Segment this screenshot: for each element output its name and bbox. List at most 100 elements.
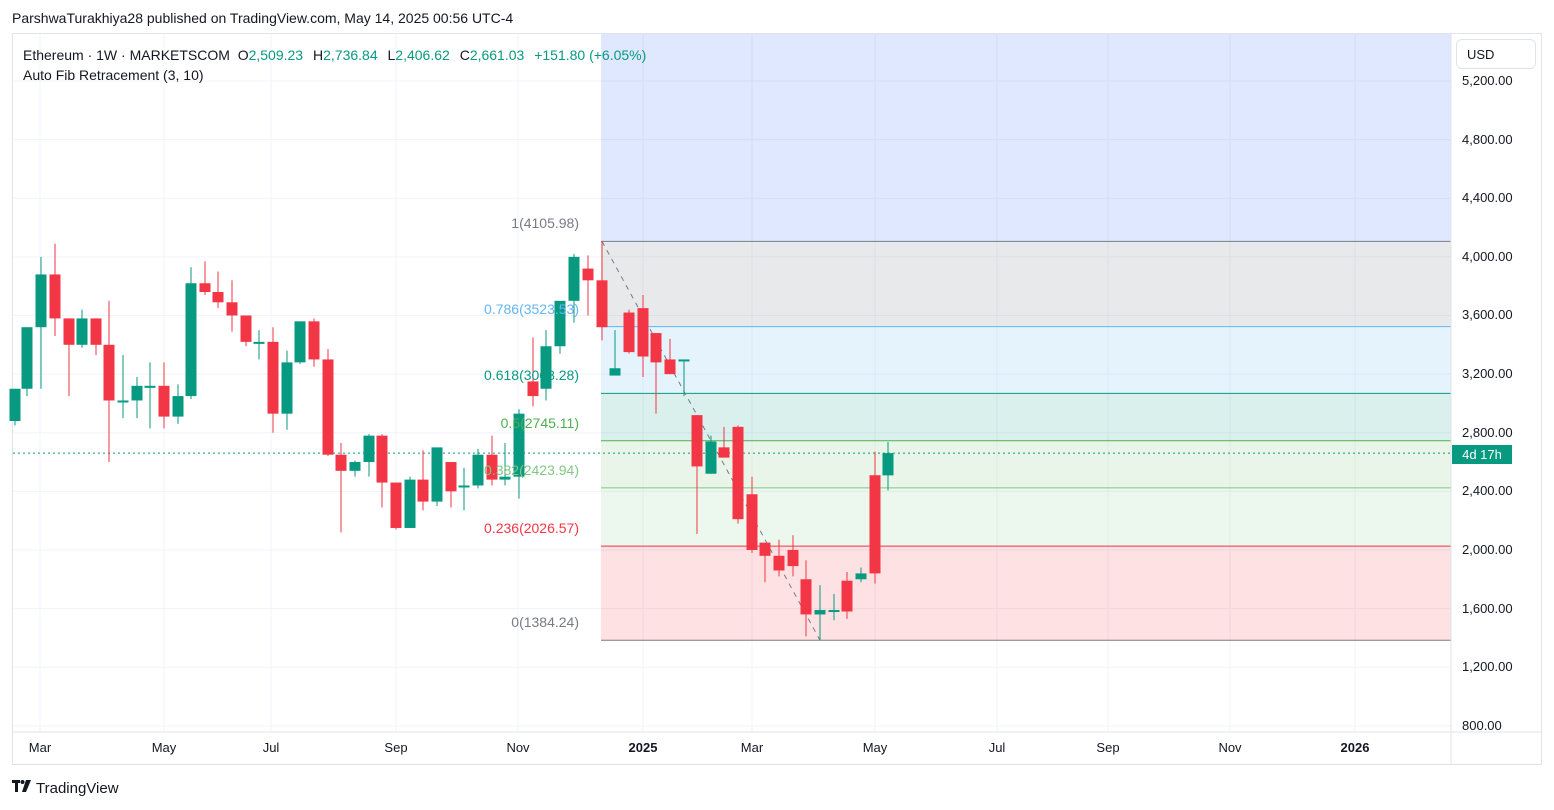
candle-down bbox=[376, 435, 388, 483]
candle-up bbox=[678, 359, 690, 362]
candle-up bbox=[131, 385, 143, 401]
time-tick-label: May bbox=[151, 740, 177, 755]
candle-up bbox=[609, 368, 621, 376]
candle-up bbox=[513, 413, 525, 477]
candle-up bbox=[568, 256, 580, 301]
price-tick-label: 3,600.00 bbox=[1462, 307, 1513, 323]
candle-down bbox=[90, 318, 102, 345]
candle-down bbox=[664, 359, 676, 375]
price-tick-label: 800.00 bbox=[1462, 717, 1502, 733]
candle-up bbox=[431, 447, 443, 502]
fib-zone bbox=[601, 326, 1451, 394]
candle-down bbox=[650, 333, 662, 363]
fib-level-label: 0(1384.24) bbox=[511, 614, 579, 631]
candle-up bbox=[855, 573, 867, 580]
close-value: 2,661.03 bbox=[469, 47, 525, 63]
candle-down bbox=[267, 341, 279, 414]
price-tick-label: 5,200.00 bbox=[1462, 73, 1513, 88]
candle-down bbox=[759, 542, 771, 556]
time-tick-label: Mar bbox=[28, 740, 52, 755]
tradingview-logo[interactable]: TradingView bbox=[12, 779, 119, 797]
price-tick-label: 4,400.00 bbox=[1462, 190, 1513, 206]
candle-down bbox=[637, 308, 649, 357]
candle-up bbox=[294, 321, 306, 363]
price-tick-label: 4,800.00 bbox=[1462, 131, 1513, 147]
open-value: 2,509.23 bbox=[248, 47, 304, 63]
fib-level-label: 0.236(2026.57) bbox=[484, 520, 579, 537]
candle-down bbox=[199, 283, 211, 293]
candle-up bbox=[9, 388, 21, 421]
ohlc-row: Ethereum · 1W · MARKETSCOM O2,509.23 H2,… bbox=[23, 47, 647, 63]
low-value: 2,406.62 bbox=[395, 47, 450, 63]
candle-up bbox=[499, 476, 511, 480]
candle-down bbox=[623, 312, 635, 353]
candle-up bbox=[144, 385, 156, 388]
candle-down bbox=[787, 549, 799, 567]
time-tick-label: Nov bbox=[506, 740, 530, 755]
price-tick-label: 2,000.00 bbox=[1462, 541, 1513, 557]
candle-down bbox=[746, 494, 758, 550]
candle-up bbox=[253, 341, 265, 344]
fib-level-label: 0.618(3068.28) bbox=[484, 367, 579, 384]
high-value: 2,736.84 bbox=[323, 47, 378, 63]
candle-up bbox=[554, 300, 566, 347]
tradingview-logo-icon bbox=[12, 779, 32, 797]
fib-zone bbox=[601, 546, 1451, 641]
price-tick-label: 2,800.00 bbox=[1462, 424, 1513, 440]
candle-up bbox=[349, 462, 361, 471]
candle-down bbox=[773, 555, 785, 571]
candle-up bbox=[814, 610, 826, 615]
chart-frame bbox=[12, 33, 1542, 765]
candle-up bbox=[35, 274, 47, 328]
fib-zone bbox=[601, 393, 1451, 441]
symbol-label[interactable]: Ethereum · 1W · MARKETSCOM bbox=[23, 47, 230, 63]
fib-zone bbox=[601, 241, 1451, 327]
price-tick-label: 1,600.00 bbox=[1462, 600, 1513, 616]
tradingview-logo-text: TradingView bbox=[36, 779, 119, 797]
candle-up bbox=[172, 396, 184, 417]
candle-down bbox=[732, 426, 744, 520]
candle-down bbox=[63, 318, 75, 345]
indicator-label[interactable]: Auto Fib Retracement (3, 10) bbox=[23, 67, 204, 83]
change-value: +151.80 (+6.05%) bbox=[534, 47, 647, 63]
candle-up bbox=[458, 485, 470, 488]
candle-down bbox=[582, 268, 594, 281]
fib-level-label: 0.786(3523.53) bbox=[484, 300, 579, 317]
candle-down bbox=[527, 381, 539, 397]
fib-zone bbox=[601, 487, 1451, 547]
currency-button[interactable]: USD bbox=[1456, 39, 1536, 69]
candle-up bbox=[185, 283, 197, 397]
fib-level-label: 0.5(2745.11) bbox=[500, 414, 579, 431]
candle-down bbox=[390, 482, 402, 528]
candle-down bbox=[718, 447, 730, 458]
candle-up bbox=[882, 453, 894, 476]
candle-down bbox=[691, 415, 703, 467]
candle-down bbox=[445, 462, 457, 492]
candle-down bbox=[240, 315, 252, 342]
candle-up bbox=[404, 479, 416, 528]
candle-down bbox=[322, 359, 334, 455]
candle-down bbox=[226, 302, 238, 316]
candle-down bbox=[841, 580, 853, 612]
time-tick-label: Jul bbox=[262, 740, 280, 755]
candle-up bbox=[76, 318, 88, 345]
price-tick-label: 2,400.00 bbox=[1462, 483, 1513, 499]
candle-down bbox=[800, 579, 812, 615]
candle-down bbox=[417, 479, 429, 502]
time-tick-label: Nov bbox=[1218, 740, 1242, 755]
time-tick-label: Mar bbox=[740, 740, 764, 755]
publisher-caption: ParshwaTurakhiya28 published on TradingV… bbox=[12, 10, 514, 26]
candle-up bbox=[281, 362, 293, 414]
fib-level-label: 1(4105.98) bbox=[511, 215, 579, 232]
candle-up bbox=[828, 610, 840, 613]
candle-down bbox=[158, 385, 170, 417]
candle-down bbox=[308, 321, 320, 360]
time-tick-label: Sep bbox=[1096, 740, 1120, 755]
time-tick-label: Jul bbox=[988, 740, 1006, 755]
candle-down bbox=[212, 292, 224, 303]
candle-up bbox=[117, 400, 129, 403]
candle-down bbox=[49, 274, 61, 319]
time-tick-label: Sep bbox=[384, 740, 408, 755]
time-tick-label: 2025 bbox=[628, 740, 658, 755]
